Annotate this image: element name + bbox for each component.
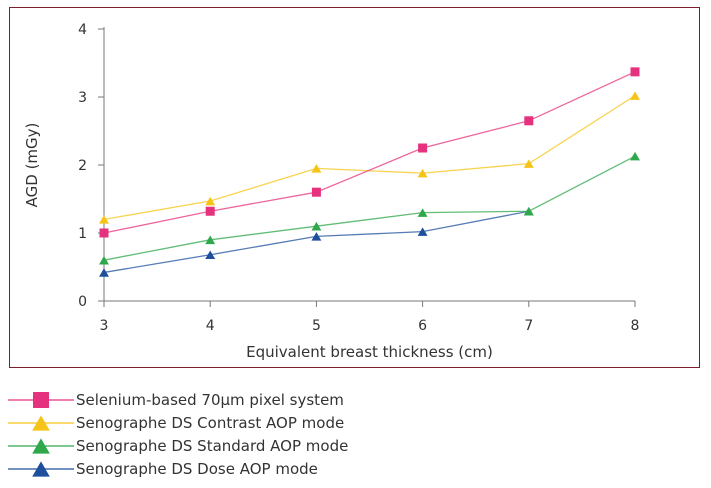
x-tick-label: 8 (631, 318, 640, 334)
legend-label: Senographe DS Contrast AOP mode (76, 413, 345, 432)
legend-swatch (8, 460, 74, 477)
y-tick-label: 0 (78, 294, 87, 310)
legend-swatch (8, 391, 74, 408)
data-point (630, 151, 640, 161)
legend-label: Senographe DS Dose AOP mode (76, 459, 318, 478)
y-tick-label: 3 (78, 90, 87, 106)
data-point (205, 250, 216, 260)
data-point (523, 206, 534, 216)
y-tick-label: 2 (78, 158, 87, 174)
x-tick-label: 4 (206, 318, 215, 334)
chart-frame: 0 1 2 3 4 3 4 5 6 7 8 Equivalent breast thickness … (9, 7, 700, 368)
data-point (630, 67, 640, 77)
data-point (417, 208, 428, 217)
data-point (99, 268, 109, 277)
legend-swatch-marker (32, 460, 50, 477)
series-line (103, 95, 636, 221)
data-point (205, 235, 216, 245)
x-axis-title: Equivalent breast thickness (cm) (246, 343, 493, 361)
legend-label: Senographe DS Standard AOP mode (76, 436, 349, 455)
data-point (311, 232, 322, 241)
x-tick-label: 5 (312, 318, 321, 334)
data-point (99, 215, 109, 224)
series-line (103, 71, 636, 234)
series-lines (103, 71, 636, 274)
data-point (523, 159, 534, 168)
series-markers (99, 67, 640, 277)
data-point (630, 91, 640, 100)
legend-item: Senographe DS Dose AOP mode (8, 457, 698, 480)
legend-item: Senographe DS Standard AOP mode (8, 434, 698, 457)
legend-swatch (8, 414, 74, 431)
line-chart: 0 1 2 3 4 3 4 5 6 7 8 Equivalent breast thickness … (23, 22, 640, 361)
data-point (311, 187, 321, 197)
data-point (524, 116, 534, 126)
legend-swatch-marker (33, 391, 49, 408)
legend-label: Selenium-based 70µm pixel system (76, 390, 344, 409)
data-point (418, 143, 428, 153)
data-point (99, 255, 109, 265)
data-point (99, 228, 109, 238)
y-tick-label: 4 (78, 22, 87, 38)
legend: Selenium-based 70µm pixel system Senograp… (8, 388, 698, 480)
legend-swatch-marker (32, 437, 50, 454)
legend-swatch-marker (32, 414, 50, 431)
series-line (103, 155, 636, 261)
data-point (205, 196, 216, 206)
legend-item: Selenium-based 70µm pixel system (8, 388, 698, 411)
axes: 0 1 2 3 4 3 4 5 6 7 8 (78, 22, 639, 334)
x-tick-label: 7 (524, 318, 533, 334)
data-point (417, 227, 428, 236)
x-tick-label: 3 (100, 318, 109, 334)
data-point (311, 221, 322, 231)
y-axis-title: AGD (mGy) (23, 123, 41, 208)
data-point (311, 164, 322, 173)
data-point (417, 168, 428, 178)
y-tick-label: 1 (78, 226, 87, 242)
legend-item: Senographe DS Contrast AOP mode (8, 411, 698, 434)
legend-swatch (8, 437, 74, 454)
data-point (205, 206, 215, 216)
x-tick-label: 6 (418, 318, 427, 334)
